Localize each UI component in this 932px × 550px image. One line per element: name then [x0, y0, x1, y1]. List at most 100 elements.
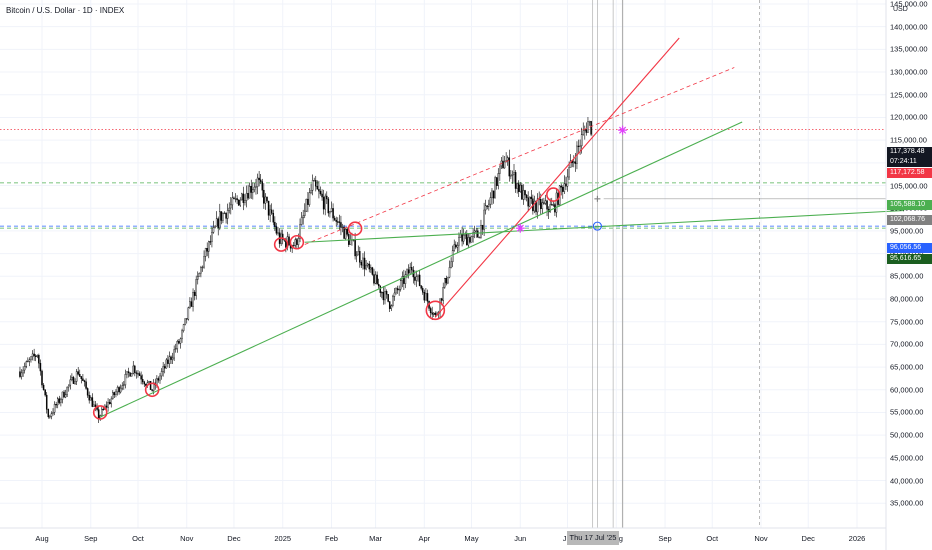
candle-body	[305, 198, 308, 212]
candle-body	[381, 291, 383, 294]
current-price-label: 117,378.48	[887, 147, 932, 157]
candle-body	[491, 190, 493, 198]
candle-body	[66, 386, 68, 395]
candle-body	[562, 187, 564, 192]
price-tick-label: 60,000.00	[890, 385, 924, 395]
countdown-label: 07:24:11	[887, 157, 932, 167]
star-marker	[618, 125, 628, 135]
candle-body	[259, 179, 262, 182]
candle-body	[304, 210, 306, 216]
candle-body	[33, 353, 35, 357]
candle-body	[540, 199, 542, 209]
candle-body	[335, 219, 337, 222]
candle-body	[219, 211, 221, 229]
candle-body	[269, 209, 271, 216]
candle-body	[77, 371, 79, 375]
candle-body	[261, 181, 264, 191]
candle-body	[145, 383, 147, 386]
candle-body	[341, 226, 344, 229]
candle-body	[88, 394, 90, 401]
candle-body	[327, 198, 330, 214]
candle-body	[450, 261, 452, 268]
candle-body	[75, 371, 78, 382]
candle-body	[483, 209, 485, 230]
candle-body	[420, 285, 422, 289]
candle-body	[60, 399, 62, 403]
candle-body	[387, 294, 389, 302]
candle-body	[307, 198, 309, 205]
candle-body	[237, 199, 240, 206]
candle-body	[409, 266, 411, 274]
candle-body	[244, 200, 246, 203]
candle-body	[373, 274, 375, 284]
highlight-circle	[144, 382, 160, 398]
candle-body	[480, 224, 482, 238]
candle-body	[129, 372, 131, 377]
candle-body	[277, 232, 279, 234]
candle-body	[302, 215, 304, 218]
gray-level-label: 102,068.76	[887, 215, 932, 225]
candle-body	[470, 236, 473, 243]
time-tick-label: Aug	[35, 534, 49, 543]
price-tick-label: 50,000.00	[890, 430, 924, 440]
candle-body	[245, 192, 248, 201]
highlight-circle	[273, 237, 289, 252]
candle-body	[310, 190, 312, 193]
time-tick-label: 2025	[274, 534, 292, 543]
candle-body	[30, 356, 32, 360]
candle-body	[371, 267, 374, 275]
red-line-price-label: 117,172.58	[887, 168, 932, 178]
candle-body	[226, 210, 229, 219]
trendline	[434, 37, 680, 318]
candle-body	[508, 157, 511, 177]
candle-body	[167, 359, 169, 364]
candle-body	[281, 233, 284, 240]
candle-body	[140, 375, 142, 380]
candle-body	[34, 355, 37, 357]
candle-body	[359, 251, 361, 263]
candle-body	[212, 227, 215, 233]
star-stroke	[618, 126, 627, 134]
candle-body	[404, 274, 407, 284]
candle-body	[333, 217, 336, 221]
candle-body	[407, 269, 410, 274]
candle-body	[313, 180, 315, 182]
candle-body	[242, 193, 245, 203]
price-tick-label: 130,000.00	[890, 67, 928, 77]
price-tick-label: 35,000.00	[890, 498, 924, 508]
candle-body	[346, 229, 348, 235]
candle-body	[459, 233, 462, 238]
time-tick-label: Mar	[369, 534, 383, 543]
candle-body	[173, 349, 175, 359]
candle-body	[451, 250, 454, 263]
candle-body	[220, 211, 223, 221]
candle-body	[137, 373, 139, 375]
candle-body	[124, 374, 127, 386]
candle-body	[344, 229, 347, 239]
candle-body	[541, 202, 544, 209]
price-tick-label: 135,000.00	[890, 44, 928, 54]
price-tick-label: 95,000.00	[890, 226, 924, 236]
candle-body	[462, 234, 465, 242]
candle-body	[174, 348, 177, 350]
candle-body	[466, 234, 468, 246]
candle-body	[506, 157, 509, 161]
highlight-circle	[289, 234, 305, 250]
candle-body	[53, 404, 56, 413]
candle-body	[217, 218, 219, 229]
candle-body	[475, 230, 477, 232]
candle-body	[44, 389, 46, 396]
candle-body	[38, 355, 40, 364]
symbol-legend[interactable]: Bitcoin / U.S. Dollar · 1D · INDEX	[6, 6, 125, 15]
candle-body	[503, 161, 506, 169]
trendline	[304, 209, 905, 243]
candle-body	[228, 207, 230, 211]
candle-body	[258, 177, 260, 181]
candle-body	[525, 194, 528, 198]
candle-body	[223, 212, 226, 215]
candle-body	[445, 278, 448, 284]
currency-label[interactable]: USD	[893, 6, 908, 13]
candle-body	[426, 293, 429, 302]
